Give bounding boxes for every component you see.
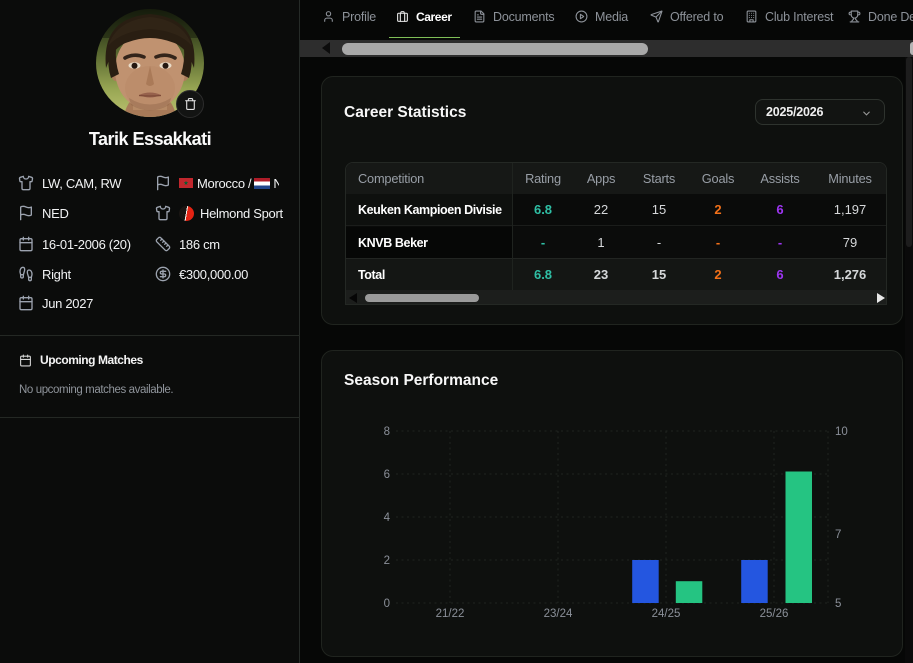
svg-text:10: 10 (835, 426, 848, 438)
svg-text:5: 5 (835, 598, 841, 610)
svg-text:6: 6 (384, 469, 390, 481)
svg-text:21/22: 21/22 (436, 608, 465, 620)
svg-text:24/25: 24/25 (652, 608, 681, 620)
svg-text:25/26: 25/26 (760, 608, 789, 620)
svg-text:4: 4 (384, 512, 391, 524)
svg-text:23/24: 23/24 (544, 608, 573, 620)
svg-text:0: 0 (384, 598, 390, 610)
svg-text:8: 8 (384, 426, 390, 438)
svg-text:2: 2 (384, 555, 390, 567)
svg-text:7: 7 (835, 529, 841, 541)
